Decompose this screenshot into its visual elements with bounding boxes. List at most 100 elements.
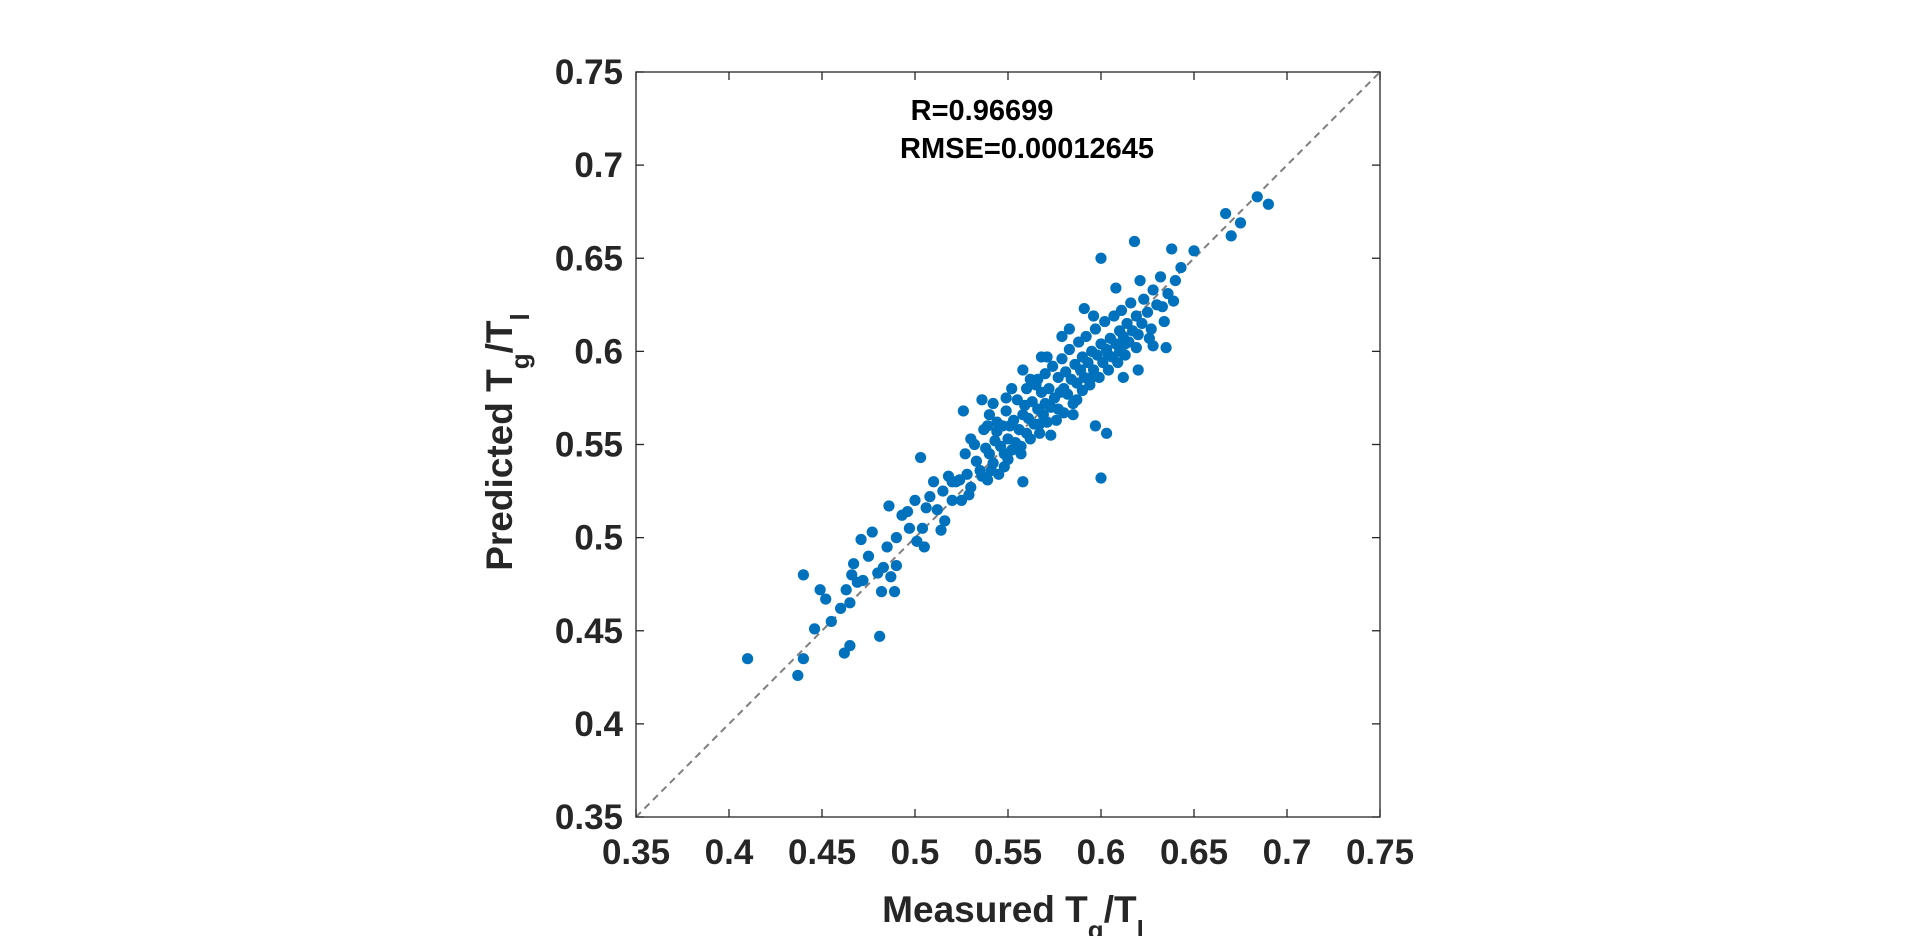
data-point-168 <box>1017 476 1029 488</box>
data-point-188 <box>1234 217 1247 229</box>
data-point-142 <box>1115 304 1128 316</box>
data-point-42 <box>935 524 947 536</box>
data-point-189 <box>1251 191 1263 203</box>
data-point-195 <box>1052 403 1064 415</box>
data-point-157 <box>1147 284 1159 296</box>
data-point-33 <box>909 494 921 506</box>
data-point-64 <box>983 448 996 460</box>
data-point-181 <box>1006 383 1018 395</box>
data-point-3 <box>797 569 810 581</box>
data-point-186 <box>1220 207 1232 220</box>
data-point-38 <box>920 502 932 514</box>
x-tick-labels: 0.35 0.4 0.45 0.5 0.55 0.6 0.65 0.7 0.75 <box>602 833 1414 872</box>
y-tick-label-6: 0.65 <box>555 239 623 278</box>
data-point-28 <box>890 559 903 572</box>
data-point-52 <box>959 448 971 460</box>
data-point-101 <box>1047 360 1059 372</box>
data-point-191 <box>965 433 977 445</box>
y-axis-title-sub2: l <box>505 313 535 320</box>
data-point-88 <box>1024 433 1036 445</box>
data-point-179 <box>987 397 999 410</box>
data-point-164 <box>1175 261 1187 274</box>
y-axis-title-main: Predicted T <box>479 369 520 571</box>
data-point-10 <box>840 584 852 596</box>
data-point-57 <box>970 455 982 467</box>
x-tick-label-2: 0.45 <box>788 833 856 872</box>
data-point-199 <box>1119 338 1131 350</box>
data-point-176 <box>1132 364 1144 376</box>
data-point-35 <box>914 451 927 464</box>
y-tick-label-1: 0.4 <box>574 705 623 744</box>
data-point-149 <box>1128 235 1141 248</box>
data-point-174 <box>1100 427 1113 439</box>
data-point-152 <box>1134 275 1146 287</box>
annotation-rmse: RMSE=0.00012645 <box>900 133 1154 165</box>
x-tick-label-6: 0.65 <box>1160 833 1228 872</box>
data-point-7 <box>825 615 837 628</box>
data-point-24 <box>881 541 893 553</box>
y-axis-title-mid: /T <box>479 320 520 353</box>
y-tick-label-4: 0.55 <box>555 426 623 465</box>
data-point-18 <box>862 550 875 562</box>
y-tick-label-8: 0.75 <box>555 53 623 92</box>
y-tick-labels: 0.35 0.4 0.45 0.5 0.55 0.6 0.65 0.7 0.75 <box>555 53 624 837</box>
data-point-29 <box>890 532 903 544</box>
data-point-19 <box>866 526 878 538</box>
data-point-22 <box>875 586 888 598</box>
data-point-0 <box>742 653 754 665</box>
data-point-62 <box>981 474 994 486</box>
x-axis-title-sub1: g <box>1088 915 1104 936</box>
data-point-40 <box>928 476 940 488</box>
data-point-14 <box>848 558 860 570</box>
x-axis-title-mid: /T <box>1104 889 1137 930</box>
data-point-111 <box>1063 343 1075 356</box>
data-point-205 <box>1000 392 1012 404</box>
data-point-178 <box>1160 342 1172 354</box>
x-tick-label-7: 0.7 <box>1263 833 1312 872</box>
y-axis-title: Predicted Tg/Tl <box>479 313 535 571</box>
data-point-182 <box>1024 373 1036 385</box>
data-point-180 <box>976 394 988 406</box>
data-point-26 <box>885 571 897 583</box>
data-point-203 <box>1167 295 1180 307</box>
y-tick-label-3: 0.5 <box>574 519 623 558</box>
data-point-130 <box>1095 472 1107 484</box>
data-point-200 <box>1130 342 1142 354</box>
data-point-11 <box>844 597 856 609</box>
data-point-197 <box>1086 371 1098 384</box>
y-tick-label-2: 0.45 <box>555 612 623 651</box>
data-point-99 <box>1043 383 1055 395</box>
data-point-184 <box>1078 302 1090 315</box>
data-point-204 <box>981 420 994 432</box>
data-point-185 <box>1110 282 1122 294</box>
y-tick-label-5: 0.6 <box>574 332 623 371</box>
data-point-175 <box>1117 371 1129 384</box>
data-point-153 <box>1136 317 1148 330</box>
annotation-r: R=0.96699 <box>911 95 1054 127</box>
data-point-106 <box>1056 353 1068 365</box>
data-point-73 <box>1000 405 1012 417</box>
data-point-196 <box>1071 394 1083 406</box>
x-tick-label-5: 0.6 <box>1077 833 1126 872</box>
data-point-165 <box>1188 245 1200 257</box>
data-point-86 <box>1021 383 1033 395</box>
data-point-190 <box>1262 198 1274 210</box>
data-point-170 <box>1045 429 1057 441</box>
data-point-126 <box>1089 323 1102 335</box>
data-point-21 <box>874 630 886 642</box>
y-tick-label-7: 0.7 <box>574 146 623 185</box>
data-point-162 <box>1166 243 1178 255</box>
data-point-93 <box>1034 427 1046 439</box>
data-point-41 <box>931 504 943 516</box>
data-point-209 <box>1087 310 1100 322</box>
data-point-202 <box>1156 301 1168 313</box>
data-point-39 <box>924 491 936 503</box>
data-point-160 <box>1158 315 1170 328</box>
data-point-193 <box>1015 440 1027 452</box>
data-point-144 <box>1119 349 1131 361</box>
data-point-194 <box>1034 418 1046 430</box>
axis-ticks <box>635 71 1381 818</box>
data-point-167 <box>998 461 1010 473</box>
data-point-6 <box>820 593 832 605</box>
